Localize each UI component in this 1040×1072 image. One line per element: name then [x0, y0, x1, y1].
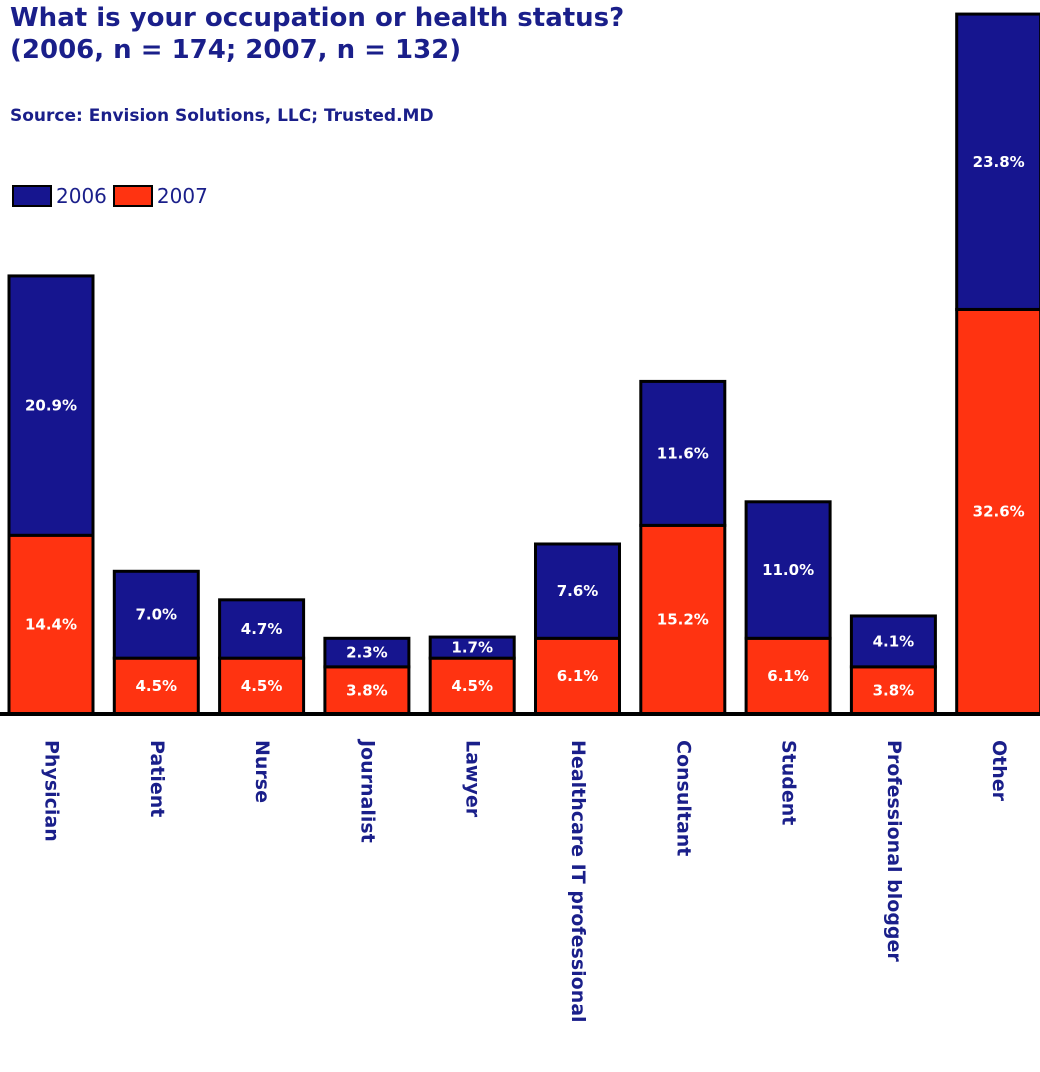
bar-2007-other: [955, 307, 1040, 716]
category-label-journalist: Journalist: [356, 738, 378, 843]
data-label-2007-consultant: 15.2%: [657, 611, 709, 629]
data-label-2007-lawyer: 4.5%: [451, 677, 493, 695]
chart-title: What is your occupation or health status…: [10, 2, 624, 66]
legend-item-2006: 2006: [12, 184, 107, 208]
data-label-2006-healthcare-it-professional: 7.6%: [557, 582, 599, 600]
data-label-2006-patient: 7.0%: [135, 606, 177, 624]
category-label-student: Student: [778, 740, 800, 825]
data-label-2006-nurse: 4.7%: [241, 620, 283, 638]
data-label-2006-student: 11.0%: [762, 561, 814, 579]
chart-subtitle: (2006, n = 174; 2007, n = 132): [10, 35, 462, 65]
bar-2007-student: [744, 636, 832, 716]
category-label-nurse: Nurse: [251, 740, 273, 803]
bar-2006-student: [744, 500, 832, 640]
bar-2007-patient: [112, 656, 200, 716]
category-label-patient: Patient: [146, 740, 168, 817]
bar-2006-healthcare-it-professional: [534, 542, 621, 640]
bar-2007-physician: [7, 533, 95, 716]
bar-2006-patient: [112, 569, 200, 660]
bar-2006-lawyer: [428, 635, 516, 660]
data-label-2006-other: 23.8%: [973, 153, 1025, 171]
data-label-2006-journalist: 2.3%: [346, 644, 388, 662]
legend-label-2007: 2007: [156, 184, 208, 208]
data-label-2007-journalist: 3.8%: [346, 681, 388, 699]
data-label-2006-consultant: 11.6%: [657, 444, 709, 462]
bar-2006-professional-blogger: [849, 614, 937, 669]
category-label-lawyer: Lawyer: [462, 740, 484, 818]
legend-swatch-2006: [12, 185, 52, 207]
data-label-2007-professional-blogger: 3.8%: [873, 681, 915, 699]
data-label-2007-physician: 14.4%: [25, 616, 77, 634]
data-label-2007-nurse: 4.5%: [241, 677, 283, 695]
data-label-2007-patient: 4.5%: [135, 677, 177, 695]
legend-item-2007: 2007: [112, 184, 208, 208]
data-label-2006-physician: 20.9%: [25, 397, 77, 415]
data-label-2007-other: 32.6%: [973, 503, 1025, 521]
category-label-professional-blogger: Professional blogger: [883, 740, 905, 962]
chart-legend: 2006 2007: [12, 184, 214, 208]
data-label-2007-healthcare-it-professional: 6.1%: [557, 667, 599, 685]
legend-label-2006: 2006: [56, 184, 107, 208]
legend-swatch-2007: [112, 185, 153, 207]
bar-2006-consultant: [639, 379, 727, 527]
bar-2007-healthcare-it-professional: [534, 636, 621, 716]
bar-2006-other: [955, 12, 1040, 311]
bar-2006-physician: [7, 274, 95, 537]
category-label-physician: Physician: [41, 740, 63, 842]
chart-title-text: What is your occupation or health status…: [10, 3, 625, 33]
data-label-2007-student: 6.1%: [767, 667, 809, 685]
data-label-2006-lawyer: 1.7%: [451, 639, 493, 657]
bar-2006-journalist: [323, 636, 411, 669]
chart-source: Source: Envision Solutions, LLC; Trusted…: [10, 106, 434, 126]
category-label-other: Other: [988, 740, 1010, 802]
data-label-2006-professional-blogger: 4.1%: [873, 632, 915, 650]
bar-2006-nurse: [218, 598, 306, 660]
category-label-healthcare-it-professional: Healthcare IT professional: [567, 740, 589, 1023]
category-label-consultant: Consultant: [672, 740, 694, 856]
